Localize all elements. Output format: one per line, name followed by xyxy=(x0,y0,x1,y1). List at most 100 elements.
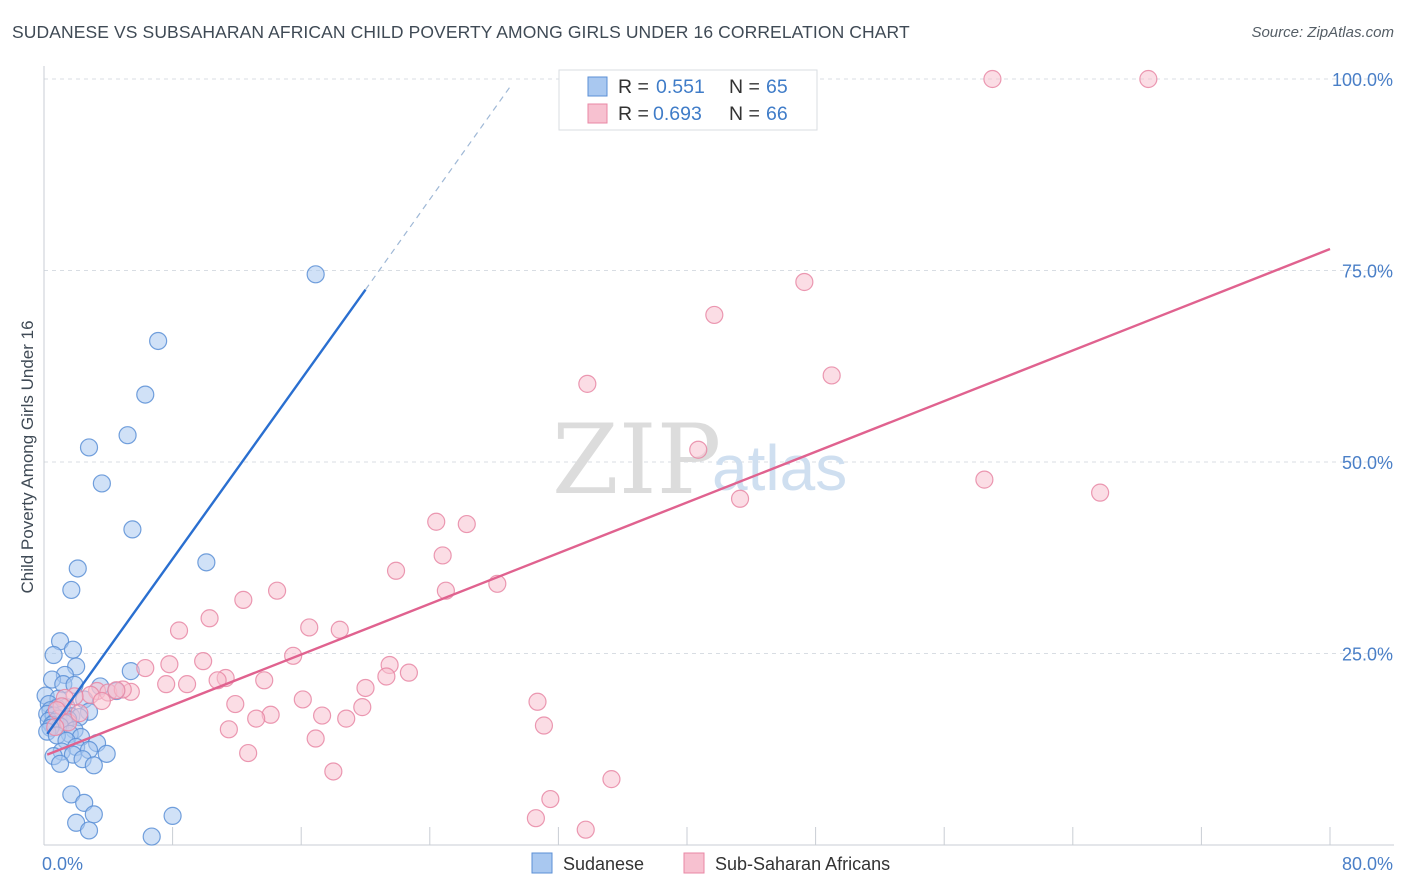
trend-lines xyxy=(46,86,1331,756)
trend-line-subsaharan xyxy=(46,247,1331,756)
data-point-subsaharan xyxy=(386,561,406,580)
bottom-legend-label-sudanese: Sudanese xyxy=(563,854,644,874)
data-point-subsaharan xyxy=(526,809,545,828)
data-point-subsaharan xyxy=(795,272,814,292)
bottom-legend-label-subsaharan: Sub-Saharan Africans xyxy=(715,854,890,874)
data-point-subsaharan xyxy=(689,440,708,459)
y-tick-label: 50.0% xyxy=(1342,453,1393,473)
data-point-subsaharan xyxy=(234,590,253,609)
data-point-subsaharan xyxy=(255,671,274,690)
y-tick-label: 75.0% xyxy=(1342,262,1393,282)
y-tick-label: 100.0% xyxy=(1332,70,1393,90)
data-point-subsaharan xyxy=(528,692,547,711)
data-point-subsaharan xyxy=(107,681,126,700)
data-point-sudanese xyxy=(84,805,103,824)
data-point-subsaharan xyxy=(300,618,319,637)
data-point-subsaharan xyxy=(312,706,332,725)
data-point-subsaharan xyxy=(177,675,197,694)
data-point-subsaharan xyxy=(92,691,111,711)
chart-source: Source: ZipAtlas.com xyxy=(1251,24,1394,41)
x-tick-label: 80.0% xyxy=(1342,854,1393,874)
tick-labels: 25.0% 50.0% 75.0% 100.0% 0.0% 80.0% xyxy=(42,70,1393,874)
legend-swatch-subsaharan xyxy=(587,103,608,124)
data-point-subsaharan xyxy=(457,514,476,534)
legend-swatch-sudanese xyxy=(587,76,608,97)
data-point-sudanese xyxy=(62,785,81,804)
data-point-subsaharan xyxy=(136,658,155,678)
data-point-subsaharan xyxy=(70,704,89,723)
data-point-subsaharan xyxy=(293,690,312,709)
bottom-legend: Sudanese Sub-Saharan Africans xyxy=(531,852,890,874)
data-point-subsaharan xyxy=(975,470,994,489)
legend-n-value-sudanese: 65 xyxy=(766,76,788,98)
data-point-subsaharan xyxy=(730,489,750,508)
data-point-sudanese xyxy=(63,640,83,659)
data-point-subsaharan xyxy=(157,675,176,694)
data-point-sudanese xyxy=(306,265,325,284)
data-point-subsaharan xyxy=(541,789,560,809)
data-point-sudanese xyxy=(68,559,87,578)
data-point-subsaharan xyxy=(356,678,375,698)
data-point-subsaharan xyxy=(160,655,179,674)
chart-title: SUDANESE VS SUBSAHARAN AFRICAN CHILD POV… xyxy=(12,22,910,42)
data-point-subsaharan xyxy=(219,720,238,739)
legend-r-label-sudanese: R = xyxy=(618,76,649,98)
legend-r-value-subsaharan: 0.693 xyxy=(653,103,702,125)
data-point-subsaharan xyxy=(226,694,245,714)
data-point-sudanese xyxy=(50,754,70,773)
bottom-legend-swatch-sudanese xyxy=(531,852,553,874)
data-point-sudanese xyxy=(97,744,116,763)
data-point-sudanese xyxy=(44,645,63,665)
trend-line-extension-sudanese xyxy=(365,86,511,290)
data-point-subsaharan xyxy=(578,374,597,393)
data-point-subsaharan xyxy=(324,762,343,781)
data-point-sudanese xyxy=(79,438,99,457)
data-point-sudanese xyxy=(136,385,155,404)
data-point-subsaharan xyxy=(433,546,452,565)
data-point-sudanese xyxy=(118,426,137,445)
data-point-subsaharan xyxy=(267,581,287,600)
y-axis-label: Child Poverty Among Girls Under 16 xyxy=(18,320,37,593)
watermark-zip: ZIP xyxy=(552,404,721,516)
legend-r-value-sudanese: 0.551 xyxy=(656,76,705,98)
legend-n-label-subsaharan: N = xyxy=(729,103,760,125)
data-point-subsaharan xyxy=(983,69,1002,89)
top-legend: R = 0.551 N = 65 R = 0.693 N = 66 xyxy=(558,69,818,131)
legend-n-value-subsaharan: 66 xyxy=(766,103,788,125)
data-point-subsaharan xyxy=(247,709,266,728)
data-point-subsaharan xyxy=(1139,69,1158,89)
data-point-subsaharan xyxy=(1091,483,1110,502)
y-tick-label: 25.0% xyxy=(1342,645,1393,665)
data-point-sudanese xyxy=(142,827,161,846)
data-point-subsaharan xyxy=(377,667,396,686)
data-point-sudanese xyxy=(79,821,99,840)
trend-line-sudanese xyxy=(46,288,367,735)
data-point-subsaharan xyxy=(427,512,446,531)
legend-n-label-sudanese: N = xyxy=(729,76,760,98)
data-point-subsaharan xyxy=(822,366,841,385)
data-point-subsaharan xyxy=(194,652,213,671)
data-point-subsaharan xyxy=(399,663,419,682)
data-point-subsaharan xyxy=(239,743,258,763)
data-point-subsaharan xyxy=(602,770,621,789)
legend-r-label-subsaharan: R = xyxy=(618,103,649,125)
watermark-atlas: atlas xyxy=(712,432,847,504)
data-point-sudanese xyxy=(84,756,103,775)
data-point-sudanese xyxy=(92,474,111,493)
data-point-sudanese xyxy=(149,331,168,351)
data-point-sudanese xyxy=(123,520,142,539)
data-point-sudanese xyxy=(197,553,216,572)
data-point-subsaharan xyxy=(169,621,189,640)
data-point-sudanese xyxy=(163,806,182,825)
bottom-legend-swatch-subsaharan xyxy=(683,852,705,874)
data-point-subsaharan xyxy=(353,698,372,717)
grid xyxy=(44,78,1394,654)
data-point-subsaharan xyxy=(705,305,724,325)
data-point-subsaharan xyxy=(337,709,356,728)
data-point-subsaharan xyxy=(534,716,554,735)
data-point-subsaharan xyxy=(200,609,219,628)
data-points xyxy=(36,69,1158,846)
x-tick-label: 0.0% xyxy=(42,854,83,874)
data-point-subsaharan xyxy=(576,820,595,839)
